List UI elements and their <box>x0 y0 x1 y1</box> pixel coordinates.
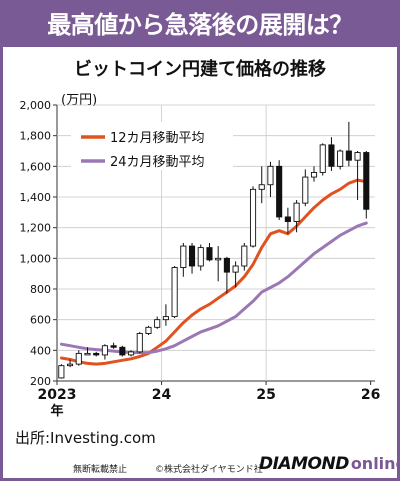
chart-title: ビットコイン円建て価格の推移 <box>74 59 326 80</box>
y-tick-label: 200 <box>30 375 51 388</box>
candle-body <box>284 216 291 222</box>
logo-main: DIAMOND <box>259 454 349 474</box>
candle-body <box>180 245 187 268</box>
candle-body <box>354 152 361 161</box>
candle-body <box>101 345 108 356</box>
candle-body <box>197 247 204 267</box>
candle-body <box>223 257 230 273</box>
moving-average-lines <box>59 178 368 366</box>
y-tick-label: 1,800 <box>20 130 52 143</box>
candle-body <box>84 352 91 356</box>
rights-notice: 無断転載禁止 <box>73 465 128 475</box>
y-tick-label: 400 <box>30 344 51 357</box>
candle-body <box>319 144 326 173</box>
candle-body <box>276 165 283 218</box>
candle-body <box>58 365 65 379</box>
candle-body <box>206 247 213 261</box>
candle-body <box>171 267 178 318</box>
y-tick-label: 1,000 <box>20 252 52 265</box>
headline: 最高値から急落後の展開は？ <box>47 11 353 39</box>
y-tick-label: 1,200 <box>20 222 52 235</box>
candlestick-chart: 200 400 600 800 1,000 1,200 1,400 1,600 1,800 2,0… <box>20 99 381 419</box>
candle-body <box>267 165 274 186</box>
candle-body <box>119 346 126 356</box>
legend-label: 24カ月移動平均 <box>110 155 205 170</box>
candle-body <box>328 144 335 167</box>
candle-body <box>145 326 152 334</box>
y-tick-label: 1,600 <box>20 160 52 173</box>
ma-line-1 <box>59 178 368 366</box>
y-tick-labels: 200 400 600 800 1,000 1,200 1,400 1,600 1,800 2,0… <box>20 99 52 388</box>
candle-body <box>241 245 248 267</box>
copyright: ©株式会社ダイヤモンド社 <box>155 465 263 475</box>
candle-body <box>75 352 82 365</box>
candle-body <box>128 351 135 356</box>
x-tick-label: 2023 <box>38 387 77 403</box>
x-tick-sublabel: 年 <box>50 403 63 419</box>
x-tick-label: 26 <box>361 387 380 403</box>
candle-body <box>337 150 344 167</box>
diamond-online-logo: DIAMONDonline <box>259 454 400 474</box>
x-tick-label: 25 <box>256 387 275 403</box>
y-tick-label: 600 <box>30 314 51 327</box>
candle-body <box>258 184 265 190</box>
candle-body <box>188 245 196 267</box>
candles <box>58 121 370 379</box>
candle-body <box>345 150 352 161</box>
ma-line-2 <box>59 221 368 355</box>
candle-body <box>136 333 143 353</box>
candle-body <box>162 316 169 321</box>
candle-body <box>293 202 300 222</box>
candle-body <box>232 265 239 273</box>
candle-body <box>302 176 309 204</box>
candle-body <box>154 319 161 328</box>
candle-body <box>110 345 117 348</box>
legend-label: 12カ月移動平均 <box>110 131 205 146</box>
x-tick-label: 24 <box>152 387 172 403</box>
candle-body <box>363 152 370 210</box>
candle-body <box>310 172 318 178</box>
candle-body <box>67 363 74 367</box>
candle-body <box>93 352 100 356</box>
y-tick-label: 800 <box>30 283 51 296</box>
y-tick-label: 2,000 <box>20 99 52 112</box>
y-tick-label: 1,400 <box>20 191 52 204</box>
candle-body <box>249 188 257 247</box>
headline-banner: 最高値から急落後の展開は？ <box>3 3 397 47</box>
source-note: 出所:Investing.com <box>15 429 156 447</box>
y-unit-label: (万円) <box>61 93 98 108</box>
candle-body <box>215 257 222 261</box>
logo-sub: online <box>350 454 400 473</box>
legend: 12カ月移動平均 24カ月移動平均 <box>71 122 233 170</box>
